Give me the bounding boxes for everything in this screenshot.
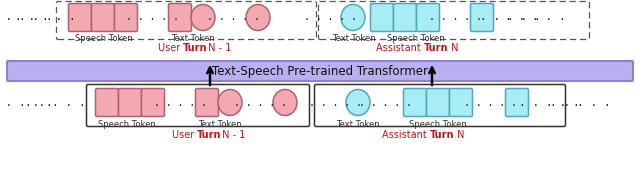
Text: . . . . .: . . . . . [15, 12, 76, 23]
FancyBboxPatch shape [195, 89, 218, 116]
Text: . . . . .: . . . . . [308, 97, 362, 108]
Text: . . . . .: . . . . . [479, 12, 540, 23]
Text: . . . . .: . . . . . [550, 97, 611, 108]
FancyBboxPatch shape [95, 89, 118, 116]
Text: Speech Token: Speech Token [409, 120, 467, 129]
Text: User: User [172, 130, 197, 140]
Text: . . . . .: . . . . . [24, 97, 85, 108]
Text: . . . . .: . . . . . [303, 12, 356, 23]
Text: Turn: Turn [424, 43, 449, 53]
FancyBboxPatch shape [394, 3, 417, 31]
FancyBboxPatch shape [115, 3, 138, 31]
FancyBboxPatch shape [168, 3, 191, 31]
Text: Text Token: Text Token [336, 120, 380, 129]
Text: . . . . .: . . . . . [207, 12, 259, 23]
Text: . . . . .: . . . . . [125, 12, 179, 23]
Text: . . . . .: . . . . . [154, 97, 207, 108]
FancyBboxPatch shape [371, 3, 394, 31]
Text: Turn: Turn [197, 130, 221, 140]
Ellipse shape [246, 4, 270, 30]
FancyBboxPatch shape [118, 89, 141, 116]
Text: Text Token: Text Token [171, 34, 215, 43]
Ellipse shape [218, 89, 242, 115]
Text: . . . . .: . . . . . [0, 12, 52, 23]
Text: N - 1: N - 1 [219, 130, 245, 140]
Text: . . . . .: . . . . . [429, 12, 481, 23]
Text: . . . . .: . . . . . [234, 97, 287, 108]
FancyBboxPatch shape [449, 89, 472, 116]
Text: Speech Token: Speech Token [387, 34, 445, 43]
Text: Text Token: Text Token [198, 120, 242, 129]
Text: N: N [454, 130, 465, 140]
Text: Text Token: Text Token [332, 34, 376, 43]
Text: . . . . .: . . . . . [504, 12, 565, 23]
FancyBboxPatch shape [426, 89, 449, 116]
Text: N - 1: N - 1 [205, 43, 232, 53]
FancyBboxPatch shape [141, 89, 164, 116]
Text: Turn: Turn [183, 43, 207, 53]
Ellipse shape [341, 4, 365, 30]
FancyBboxPatch shape [92, 3, 115, 31]
Text: . . . . .: . . . . . [518, 97, 579, 108]
Text: . . . . .: . . . . . [358, 97, 412, 108]
Text: User: User [157, 43, 183, 53]
FancyBboxPatch shape [506, 89, 529, 116]
Ellipse shape [346, 89, 370, 115]
Text: N: N [448, 43, 458, 53]
Text: Turn: Turn [430, 130, 454, 140]
Text: Assistant: Assistant [376, 43, 424, 53]
FancyBboxPatch shape [417, 3, 440, 31]
Text: Speech Token: Speech Token [98, 120, 156, 129]
Text: Text-Speech Pre-trained Transformer: Text-Speech Pre-trained Transformer [212, 64, 428, 77]
Text: . . . . .: . . . . . [463, 97, 516, 108]
Ellipse shape [273, 89, 297, 115]
FancyBboxPatch shape [470, 3, 493, 31]
Text: Speech Token: Speech Token [75, 34, 133, 43]
Ellipse shape [191, 4, 215, 30]
Text: . . . . .: . . . . . [0, 97, 52, 108]
FancyBboxPatch shape [7, 61, 633, 81]
FancyBboxPatch shape [68, 3, 92, 31]
Text: Assistant: Assistant [382, 130, 430, 140]
FancyBboxPatch shape [403, 89, 426, 116]
